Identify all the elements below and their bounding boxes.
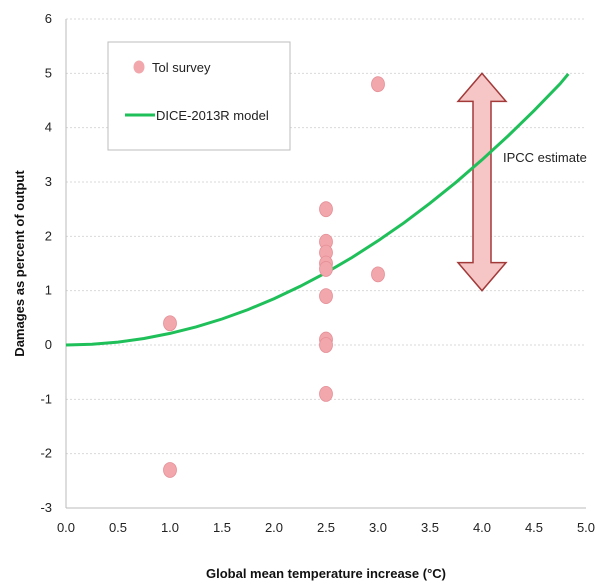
tol-survey-point: [319, 337, 333, 353]
x-tick-label: 3.0: [369, 520, 387, 535]
x-tick-label: 4.5: [525, 520, 543, 535]
x-tick-label: 2.5: [317, 520, 335, 535]
x-tick-label: 4.0: [473, 520, 491, 535]
legend-label-tol-survey: Tol survey: [152, 60, 211, 75]
tol-survey-point: [319, 288, 333, 305]
x-tick-label: 0.0: [57, 520, 75, 535]
survey-points: [163, 76, 385, 478]
tol-survey-point: [163, 315, 177, 332]
tol-survey-point: [371, 266, 385, 283]
y-tick-label: 4: [45, 120, 52, 135]
y-tick-label: -1: [40, 391, 52, 406]
x-tick-label: 1.5: [213, 520, 231, 535]
axes: [65, 19, 586, 509]
ipcc-estimate-label: IPCC estimate: [503, 150, 587, 165]
x-tick-label: 5.0: [577, 520, 595, 535]
x-tick-label: 0.5: [109, 520, 127, 535]
tol-survey-point: [371, 76, 385, 93]
x-tick-label: 3.5: [421, 520, 439, 535]
x-axis-title: Global mean temperature increase (°C): [206, 566, 446, 581]
y-tick-label: 3: [45, 174, 52, 189]
ipcc-annotation: IPCC estimate: [456, 72, 587, 292]
legend-box: [107, 41, 291, 151]
y-tick-labels: -3 -2 -1 0 1 2 3 4 5 6: [40, 11, 52, 515]
tol-survey-point: [163, 462, 177, 478]
legend: Tol survey DICE-2013R model: [107, 41, 291, 151]
y-tick-label: 6: [45, 11, 52, 26]
tol-survey-point: [319, 201, 333, 218]
y-tick-label: 2: [45, 228, 52, 243]
legend-label-dice-model: DICE-2013R model: [156, 108, 269, 123]
x-tick-labels: 0.0 0.5 1.0 1.5 2.0 2.5 3.0 3.5 4.0 4.5 5.0: [57, 520, 595, 535]
x-tick-label: 2.0: [265, 520, 283, 535]
y-axis-title: Damages as percent of output: [12, 170, 27, 357]
y-tick-label: 5: [45, 65, 52, 80]
y-tick-label: 0: [45, 337, 52, 352]
legend-marker-tol-survey: [133, 60, 145, 74]
tol-survey-point: [319, 261, 333, 277]
y-tick-label: -3: [40, 500, 52, 515]
x-tick-label: 1.0: [161, 520, 179, 535]
tol-survey-point: [319, 385, 333, 402]
ipcc-range-arrow: [456, 72, 508, 292]
y-tick-label: -2: [40, 446, 52, 461]
y-tick-label: 1: [45, 283, 52, 298]
